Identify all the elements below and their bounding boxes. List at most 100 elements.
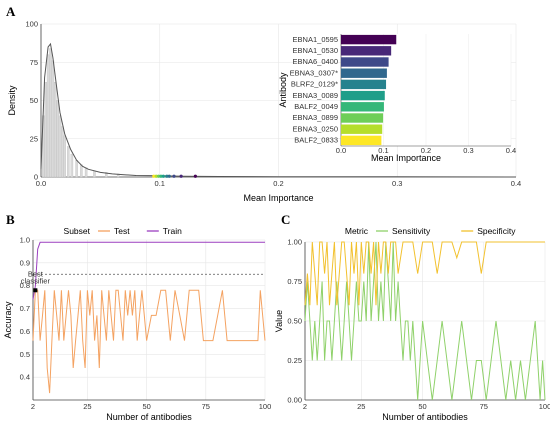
inset-category-label: EBNA3_0307* [290,68,338,77]
inset-bar [341,57,389,67]
panel-a-inset-bar-chart: 0.0 0.1 0.2 0.3 0.4 EBNA1_0595 EBNA1_0530 EBNA6… [278,34,516,163]
y-axis-title: Value [274,310,284,332]
series-line-train [32,241,265,300]
x-tick-label: 25 [83,402,91,411]
inset-category-label: BALF2_0833 [294,136,338,145]
histogram-bar [105,172,108,178]
histogram-bar [84,167,88,178]
x-tick-label: 50 [418,402,426,411]
inset-bar [341,113,384,123]
panel-b-accuracy-chart: 2 25 50 75 100 0.4 0.5 0.6 0.7 0.8 0.9 1.0 Number of… [3,226,271,422]
histogram-bar [46,54,50,178]
x-axis-title: Number of antibodies [382,412,468,422]
inset-bar [341,135,382,146]
y-tick-label: 0.4 [20,373,30,382]
inset-bar [341,68,387,78]
histogram-bar [75,160,78,178]
histogram-bar [56,100,59,178]
highlight-point [165,174,169,178]
inset-bar [341,46,392,56]
x-axis-title: Number of antibodies [106,412,192,422]
histogram-bar [58,115,62,178]
inset-x-tick-label: 0.2 [421,146,431,155]
inset-category-label: EBNA3_0089 [293,91,338,100]
y-tick-label: 0.9 [20,258,30,267]
inset-x-tick-label: 0.4 [506,146,516,155]
series-line-sensitivity [304,241,546,401]
legend-label: Test [114,226,130,236]
x-tick-label: 2 [31,402,35,411]
histogram-bar [49,48,52,178]
x-tick-label: 2 [303,402,307,411]
y-axis-title: Density [7,85,17,116]
y-tick-label: 0.25 [287,356,302,365]
histogram-bar [44,81,48,178]
inset-bar [341,79,387,90]
best-classifier-label-line1: Best [28,269,44,278]
inset-category-label: BALF2_0049 [294,102,338,111]
y-tick-label: 75 [30,58,38,67]
inset-x-tick-label: 0.1 [378,146,388,155]
panel-a-density-chart: 0.0 0.1 0.2 0.3 0.4 0 25 50 75 100 Mean Importance… [7,20,521,204]
x-tick-label: 0.3 [392,179,402,188]
x-tick-label: 0.2 [273,179,283,188]
inset-x-axis-title: Mean Importance [371,153,441,163]
y-tick-label: 0.8 [20,281,30,290]
legend-title: Subset [64,226,91,236]
inset-bar [341,124,383,134]
density-curve [40,42,517,178]
legend-label: Train [163,226,182,236]
best-classifier-marker [33,288,38,293]
best-classifier-label-line2: classifier [21,276,51,285]
inset-category-label: EBNA6_0400 [293,57,338,66]
highlight-point [172,174,176,178]
highlight-point [152,174,156,178]
y-tick-label: 0.6 [20,327,30,336]
y-tick-label: 0.75 [287,277,302,286]
histogram-bar [80,164,83,178]
highlight-point [193,174,197,178]
histogram-bar [93,170,96,178]
y-tick-label: 0 [34,173,38,182]
inset-category-label: EBNA1_0530 [293,46,338,55]
y-tick-label: 25 [30,134,38,143]
y-tick-label: 100 [25,20,38,29]
inset-bar [341,102,384,112]
x-tick-label: 25 [357,402,365,411]
legend-title: Metric [345,226,369,236]
y-tick-label: 0.50 [287,317,302,326]
histogram-bar [54,81,57,178]
series-line-specificity [304,241,545,306]
y-axis-title: Accuracy [3,301,13,339]
histogram-bar [61,126,64,178]
series-line-test [32,289,266,394]
panel-c-letter: C [281,212,290,227]
histogram-bar [67,146,70,178]
x-tick-label: 100 [539,402,550,411]
inset-category-label: EBNA3_0899 [293,113,338,122]
y-tick-label: 1.0 [20,236,30,245]
x-tick-label: 50 [142,402,150,411]
y-tick-label: 50 [30,96,38,105]
inset-bar [341,34,397,45]
inset-x-tick-label: 0.0 [336,146,346,155]
y-tick-label: 0.5 [20,350,30,359]
y-tick-label: 0.7 [20,304,30,313]
highlight-point [161,174,165,178]
histogram-bar [70,153,74,178]
legend-label: Sensitivity [392,226,431,236]
x-tick-label: 0.4 [511,179,521,188]
histogram-bar [63,135,67,178]
panel-c-metric-chart: 2 25 50 75 100 0.00 0.25 0.50 0.75 1.00 Number of … [274,226,550,422]
highlight-point [159,174,163,178]
panel-b-letter: B [6,212,15,227]
y-tick-label: 0.00 [287,396,302,405]
legend-label: Specificity [477,226,516,236]
highlight-point [179,174,183,178]
x-tick-label: 0.1 [155,179,165,188]
y-tick-label: 1.00 [287,238,302,247]
x-tick-label: 0.0 [36,179,46,188]
x-tick-label: 75 [202,402,210,411]
x-axis-title: Mean Importance [243,193,313,203]
inset-category-label: EBNA3_0250 [293,124,338,133]
